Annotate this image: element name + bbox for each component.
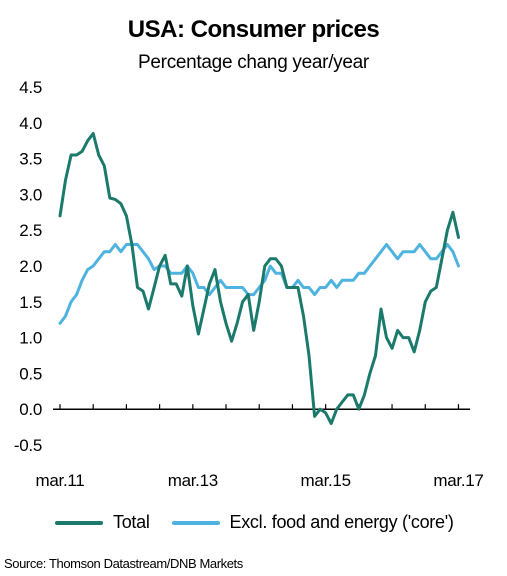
y-tick-label: 2.5 — [19, 221, 42, 240]
legend-label-core: Excl. food and energy ('core') — [229, 512, 454, 532]
x-tick-label: mar.13 — [168, 471, 218, 490]
y-tick-label: 3.5 — [19, 150, 42, 169]
series-line-total — [58, 132, 460, 425]
y-axis: 4.5 4.0 3.5 3.0 2.5 2.0 1.5 1.0 0.5 0.0 -0.5 — [14, 78, 42, 455]
x-axis: mar.11 mar.13 mar.15 mar.17 — [36, 404, 484, 490]
y-tick-label: 4.0 — [19, 114, 42, 133]
legend-item-total: Total — [55, 512, 150, 533]
series-line-core — [58, 243, 460, 325]
y-tick-label: 2.0 — [19, 257, 42, 276]
y-tick-label: 1.5 — [19, 293, 42, 312]
x-tick-label: mar.17 — [433, 471, 483, 490]
source-note: Source: Thomson Datastream/DNB Markets — [4, 556, 243, 571]
y-tick-label: 0.0 — [19, 400, 42, 419]
x-tick-label: mar.11 — [36, 471, 85, 490]
series-lines — [58, 132, 460, 425]
y-tick-label: 0.5 — [19, 364, 42, 383]
y-tick-label: 1.0 — [19, 329, 42, 348]
legend-swatch-total — [55, 520, 103, 525]
chart-title: USA: Consumer prices — [127, 16, 380, 43]
line-chart: 4.5 4.0 3.5 3.0 2.5 2.0 1.5 1.0 0.5 0.0 -0.5 mar.1… — [14, 78, 484, 490]
x-tick-label: mar.15 — [301, 471, 351, 490]
y-tick-label: 3.0 — [19, 185, 42, 204]
legend: Total Excl. food and energy ('core') — [55, 512, 476, 533]
y-tick-label: -0.5 — [14, 436, 42, 455]
legend-item-core: Excl. food and energy ('core') — [171, 512, 454, 533]
y-tick-label: 4.5 — [19, 78, 42, 97]
legend-label-total: Total — [113, 512, 150, 532]
chart-subtitle: Percentage chang year/year — [138, 52, 369, 73]
legend-swatch-core — [171, 520, 220, 525]
